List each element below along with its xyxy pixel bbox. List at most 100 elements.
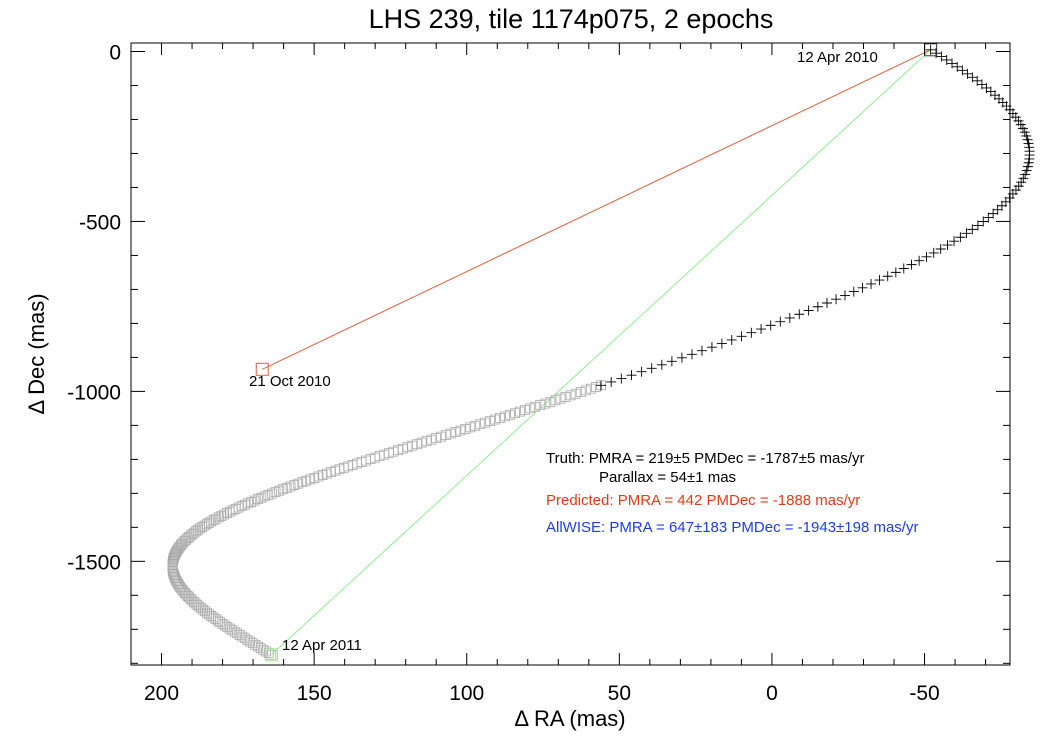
track-point-square [256,492,267,503]
track-point-plus [967,224,978,235]
track-point-plus [1024,153,1035,164]
track-point-plus [906,259,917,270]
track-point-plus [972,220,983,231]
track-point-square [258,644,269,655]
track-point-square [591,382,601,392]
track-point-plus [666,356,677,367]
track-point-plus [931,48,942,59]
track-point-square [535,400,546,411]
track-point-plus [756,324,767,335]
track-point-plus [941,54,952,65]
track-point-plus [996,200,1007,211]
track-point-square [253,494,263,505]
track-point-square [239,633,250,644]
epoch-marker [264,648,278,662]
track-point-plus [936,51,947,62]
track-point-plus [866,278,877,289]
track-point-plus [988,208,999,219]
track-point-plus [1018,173,1029,184]
track-point-plus [898,263,909,274]
y-tick-label: -1000 [67,381,121,404]
x-tick-label: -50 [909,682,939,705]
track-point-square [565,390,576,401]
track-point-plus [957,65,968,76]
track-point-plus [955,232,966,243]
track-point-plus [1022,134,1033,145]
track-point-square [500,411,510,422]
x-tick-label: 100 [449,682,484,705]
track-point-plus [784,312,795,323]
epoch-marker [255,362,269,376]
track-point-plus [942,240,953,251]
track-point-plus [925,44,936,55]
track-point-square [242,634,253,645]
track-point-plus [736,331,747,342]
track-point-plus [914,255,925,266]
track-point-plus [696,345,707,356]
track-point-square [274,485,285,496]
track-point-plus [726,334,737,345]
track-point-plus [822,297,833,308]
track-point-square [278,484,288,495]
track-point-square [495,413,505,423]
track-point-plus [947,58,958,69]
track-point-plus [1022,161,1033,172]
track-point-plus [794,309,805,320]
track-point-square [585,383,596,394]
track-point-square [305,474,316,485]
track-point-square [520,405,531,415]
track-point-plus [978,216,989,227]
track-point-plus [686,349,697,360]
track-point-plus [928,247,939,258]
track-point-plus [676,352,687,363]
legend-annotations: Truth: PMRA = 219±5 PMDec = -1787±5 mas/… [546,450,918,536]
truth-annotation: Truth: PMRA = 219±5 PMDec = -1787±5 mas/… [546,450,865,467]
track-point-plus [848,286,859,297]
track-point-square [285,481,296,492]
track-point-square [246,497,257,507]
track-point-square [281,482,292,493]
track-point-plus [716,338,727,349]
track-point-plus [949,236,960,247]
track-point-square [490,414,500,425]
track-point-plus [775,316,786,327]
track-point-plus [646,363,657,374]
track-point-plus [961,228,972,239]
predicted-motion-line [262,49,931,370]
track-point-plus [1000,196,1011,207]
track-point-square [243,498,253,509]
track-point-plus [874,275,885,286]
track-point-square [289,480,300,490]
track-point-square [267,488,277,499]
track-point-plus [839,290,850,301]
track-point-square [309,473,320,483]
track-point-plus [596,380,607,391]
track-point-square [485,416,496,427]
epoch-labels: 12 Apr 2010 21 Oct 2010 12 Apr 2011 [249,49,878,654]
track-point-plus [1020,169,1031,180]
track-point-plus [626,370,637,381]
track-point-plus [803,305,814,316]
epoch-label-mid: 21 Oct 2010 [249,373,331,390]
track-point-square [301,475,312,486]
x-tick-label: 0 [766,682,778,705]
track-point-plus [831,294,842,305]
y-axis-label: Δ Dec (mas) [24,293,49,414]
x-axis-ticks: 200 150 100 50 0 -50 [144,43,987,705]
track-point-plus [656,359,667,370]
predicted-annotation: Predicted: PMRA = 442 PMDec = -1888 mas/… [546,492,860,509]
track-point-square [259,491,270,502]
track-point-square [515,406,525,417]
track-point-square [555,393,566,404]
track-point-plus [636,366,647,377]
track-point-square [510,408,520,419]
track-point-square [560,392,571,402]
track-point-square [470,420,481,431]
track-point-plus [921,251,932,262]
track-point-square [247,638,258,649]
y-tick-label: 0 [109,41,121,64]
plot-frame [130,42,1011,666]
track-point-square [293,478,304,489]
track-point-square [475,419,486,430]
